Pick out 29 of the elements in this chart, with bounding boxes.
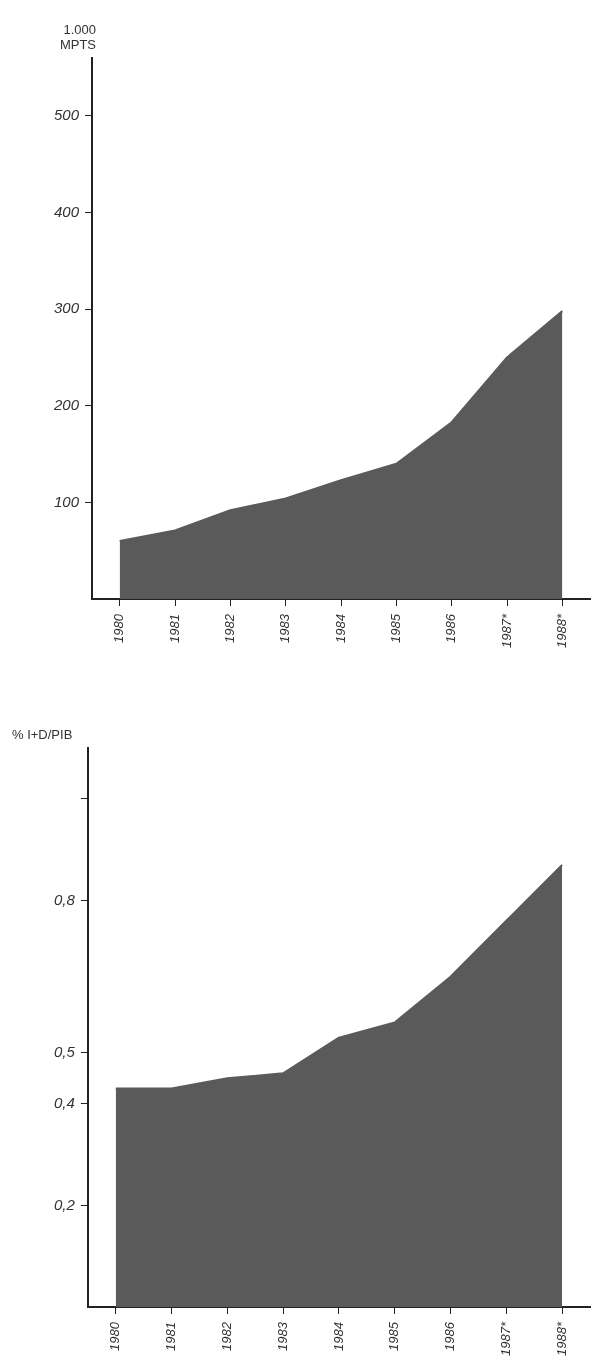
y-tick-label: 0,2	[53, 1195, 76, 1213]
y-axis-title: 1.000 MPTS	[59, 22, 97, 53]
y-axis-title: % I+D/PIB	[12, 727, 73, 743]
x-tick-label: 1988*	[553, 613, 569, 649]
y-tick-label: 100	[54, 492, 80, 510]
x-tick-label: 1987*	[498, 613, 514, 649]
x-tick-label: 1982	[221, 613, 237, 643]
x-tick-label: 1981	[166, 614, 182, 643]
x-tick-label: 1982	[218, 1321, 234, 1351]
x-tick-label: 1983	[277, 613, 293, 643]
x-tick-label: 1980	[111, 613, 127, 643]
x-tick-label: 1988*	[553, 1321, 569, 1357]
x-tick-label: 1983	[274, 1321, 290, 1351]
x-tick-label: 1985	[386, 1321, 402, 1351]
y-tick-label: 0,8	[53, 890, 76, 908]
y-tick-label: 0,5	[53, 1043, 76, 1061]
x-tick-label: 1986	[442, 1321, 458, 1351]
y-tick-label: 500	[54, 106, 80, 124]
x-tick-label: 1984	[332, 614, 348, 643]
y-tick-label: 0,4	[53, 1093, 75, 1111]
x-tick-label: 1985	[387, 613, 403, 643]
y-tick-label: 300	[54, 299, 80, 317]
y-tick-label: 400	[54, 202, 80, 220]
y-tick-label: 200	[53, 395, 80, 413]
x-tick-label: 1986	[443, 613, 459, 643]
x-tick-label: 1980	[107, 1321, 123, 1351]
x-tick-label: 1981	[163, 1322, 179, 1351]
x-tick-label: 1987*	[497, 1321, 513, 1357]
x-tick-label: 1984	[330, 1322, 346, 1351]
